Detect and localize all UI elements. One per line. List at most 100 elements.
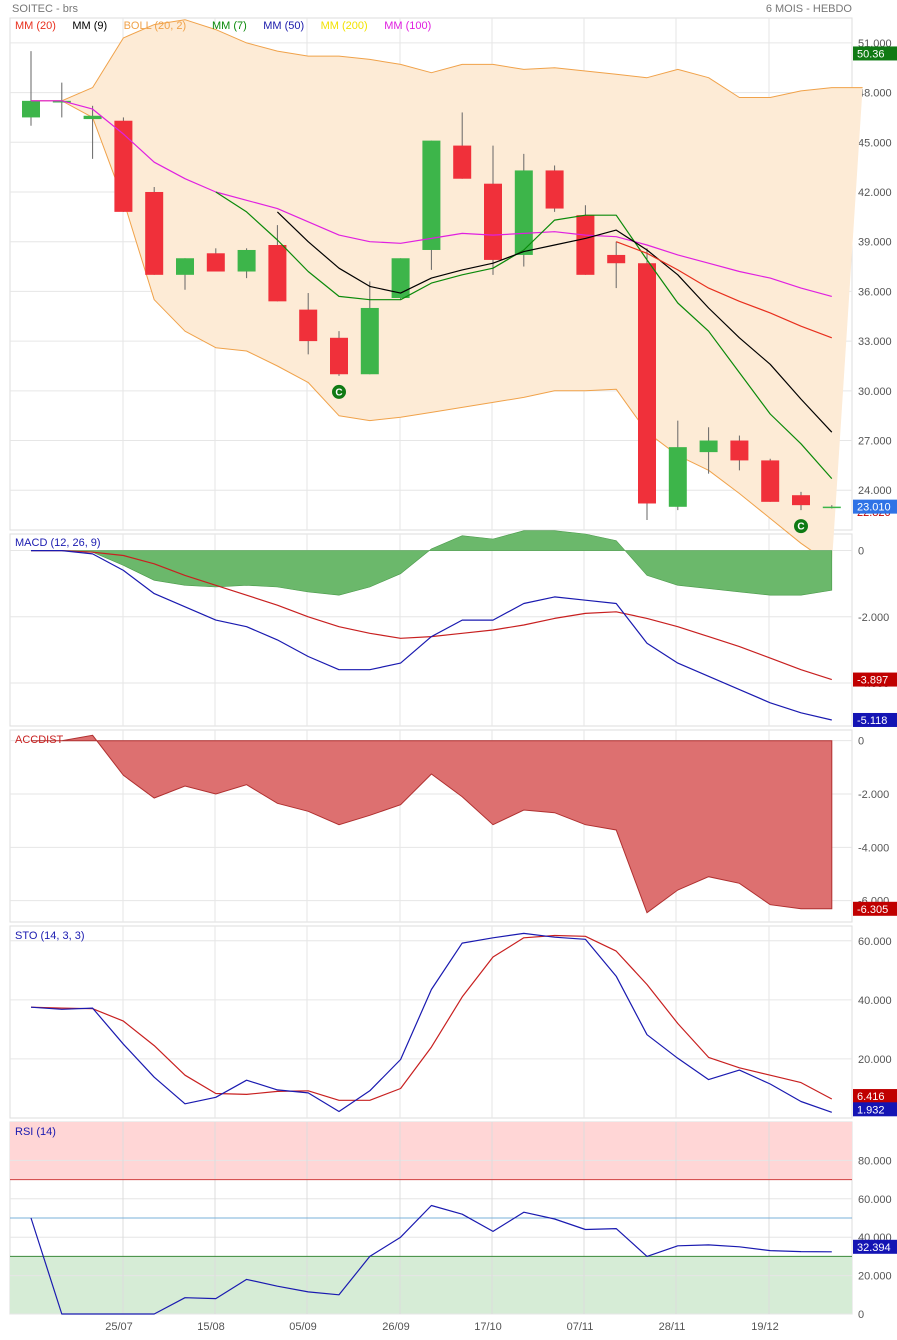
sto-k-tag-bg xyxy=(853,1102,897,1117)
candle-body xyxy=(607,254,626,264)
x-axis-label: 19/12 xyxy=(751,1321,779,1333)
candle-body xyxy=(638,263,656,504)
candle-body xyxy=(668,447,687,507)
rsi-title: RSI (14) xyxy=(15,1126,56,1138)
legend-entry: MM (9) xyxy=(72,20,107,32)
price-tick-label: 33.000 xyxy=(858,336,892,348)
candle xyxy=(484,145,502,275)
legend-entry: MM (100) xyxy=(384,20,431,32)
candle-body xyxy=(360,307,379,375)
signal-marker-label: C xyxy=(797,522,804,533)
rsi-tick-label: 60.000 xyxy=(858,1194,892,1206)
candle xyxy=(176,258,194,290)
rsi-oversold-zone xyxy=(10,1256,852,1314)
mm7-line xyxy=(215,191,833,479)
accdist-title: ACCDIST xyxy=(15,734,64,746)
x-axis-label: 17/10 xyxy=(474,1321,502,1333)
x-axis-label: 15/08 xyxy=(197,1321,225,1333)
candle-body xyxy=(761,460,780,502)
rsi-overbought-zone xyxy=(10,1122,852,1180)
candle-body xyxy=(484,183,502,260)
sto-title: STO (14, 3, 3) xyxy=(15,930,85,942)
candle-body xyxy=(453,145,472,179)
candle-body xyxy=(545,170,564,209)
candle-body xyxy=(237,249,256,272)
legend-entry: BOLL (20, 2) xyxy=(124,20,187,32)
boll-lower-line xyxy=(31,100,833,566)
signal-marker xyxy=(332,384,346,399)
price-tick-label: 27.000 xyxy=(858,436,892,448)
candle xyxy=(545,165,564,212)
sto-panel: 60.000 40.000 20.000 STO (14, 3, 3) xyxy=(10,930,892,1113)
mm9-line xyxy=(276,211,833,433)
legend-entry: MM (7) xyxy=(212,20,247,32)
candle xyxy=(330,331,348,376)
rsi-line xyxy=(30,1204,832,1315)
mm100-line xyxy=(31,100,832,297)
price-tick-label: 24.000 xyxy=(858,485,892,497)
candle-body xyxy=(206,253,225,272)
sto-tick-label: 20.000 xyxy=(858,1054,892,1066)
rsi-tick-label: 80.000 xyxy=(858,1155,892,1167)
candle-body xyxy=(730,440,749,461)
sto-d-line xyxy=(30,934,833,1101)
candle-body xyxy=(114,120,133,212)
x-axis-label: 25/07 xyxy=(105,1321,133,1333)
macd-histogram xyxy=(31,530,833,596)
candle xyxy=(52,82,71,118)
candle-body xyxy=(822,506,841,509)
candle xyxy=(822,505,841,509)
candle-body xyxy=(514,170,533,255)
candle-body xyxy=(22,100,40,118)
macd-signal-tag-bg xyxy=(853,672,897,687)
candle-body xyxy=(792,495,810,506)
sto-d-tag: 6.416 xyxy=(857,1091,885,1103)
boll-upper-line xyxy=(31,19,863,102)
x-axis-label: 26/09 xyxy=(382,1321,410,1333)
candle xyxy=(22,51,40,126)
panel-3 xyxy=(9,925,853,1119)
candle xyxy=(699,427,718,474)
sto-k-tag: 1.932 xyxy=(857,1104,885,1116)
sto-tick-label: 40.000 xyxy=(858,995,892,1007)
candle xyxy=(576,205,595,275)
macd-line xyxy=(31,549,832,721)
candle-body xyxy=(330,337,348,375)
candle-body xyxy=(699,440,718,453)
macd-tick-label: 0 xyxy=(858,546,864,558)
candle xyxy=(237,248,256,279)
price-panel: 51.00048.00045.00042.00039.00036.00033.0… xyxy=(10,19,892,566)
candle xyxy=(268,225,287,302)
sto-k-line xyxy=(30,932,832,1113)
legend-entry: MM (50) xyxy=(263,20,304,32)
candle xyxy=(792,491,810,511)
x-axis-label: 07/11 xyxy=(567,1321,594,1333)
macd-signal-tag: -3.897 xyxy=(857,675,888,687)
rsi-tick-label: 20.000 xyxy=(858,1271,892,1283)
candle-body xyxy=(52,100,71,103)
period-label: 6 MOIS - HEBDO xyxy=(765,3,852,15)
accdist-area xyxy=(31,734,833,914)
x-axis-label: 28/11 xyxy=(659,1321,686,1333)
price-tick-label: 48.000 xyxy=(858,88,892,100)
candle xyxy=(206,248,225,272)
macd-tick-label: -2.000 xyxy=(858,612,889,624)
candle-body xyxy=(83,115,102,120)
candle xyxy=(761,458,780,502)
candle xyxy=(360,281,379,375)
candle-body xyxy=(145,191,164,275)
candle-body xyxy=(299,309,318,342)
sto-tick-label: 60.000 xyxy=(858,936,892,948)
price-tick-label: 39.000 xyxy=(858,237,892,249)
macd-title: MACD (12, 26, 9) xyxy=(15,537,101,549)
signal-marker-label: C xyxy=(335,387,342,398)
panel-frame xyxy=(9,925,853,1119)
price-tick-label: 30.000 xyxy=(858,386,892,398)
candle xyxy=(145,187,164,275)
candle xyxy=(114,117,133,212)
candle-body xyxy=(268,245,287,302)
candle xyxy=(83,105,102,159)
